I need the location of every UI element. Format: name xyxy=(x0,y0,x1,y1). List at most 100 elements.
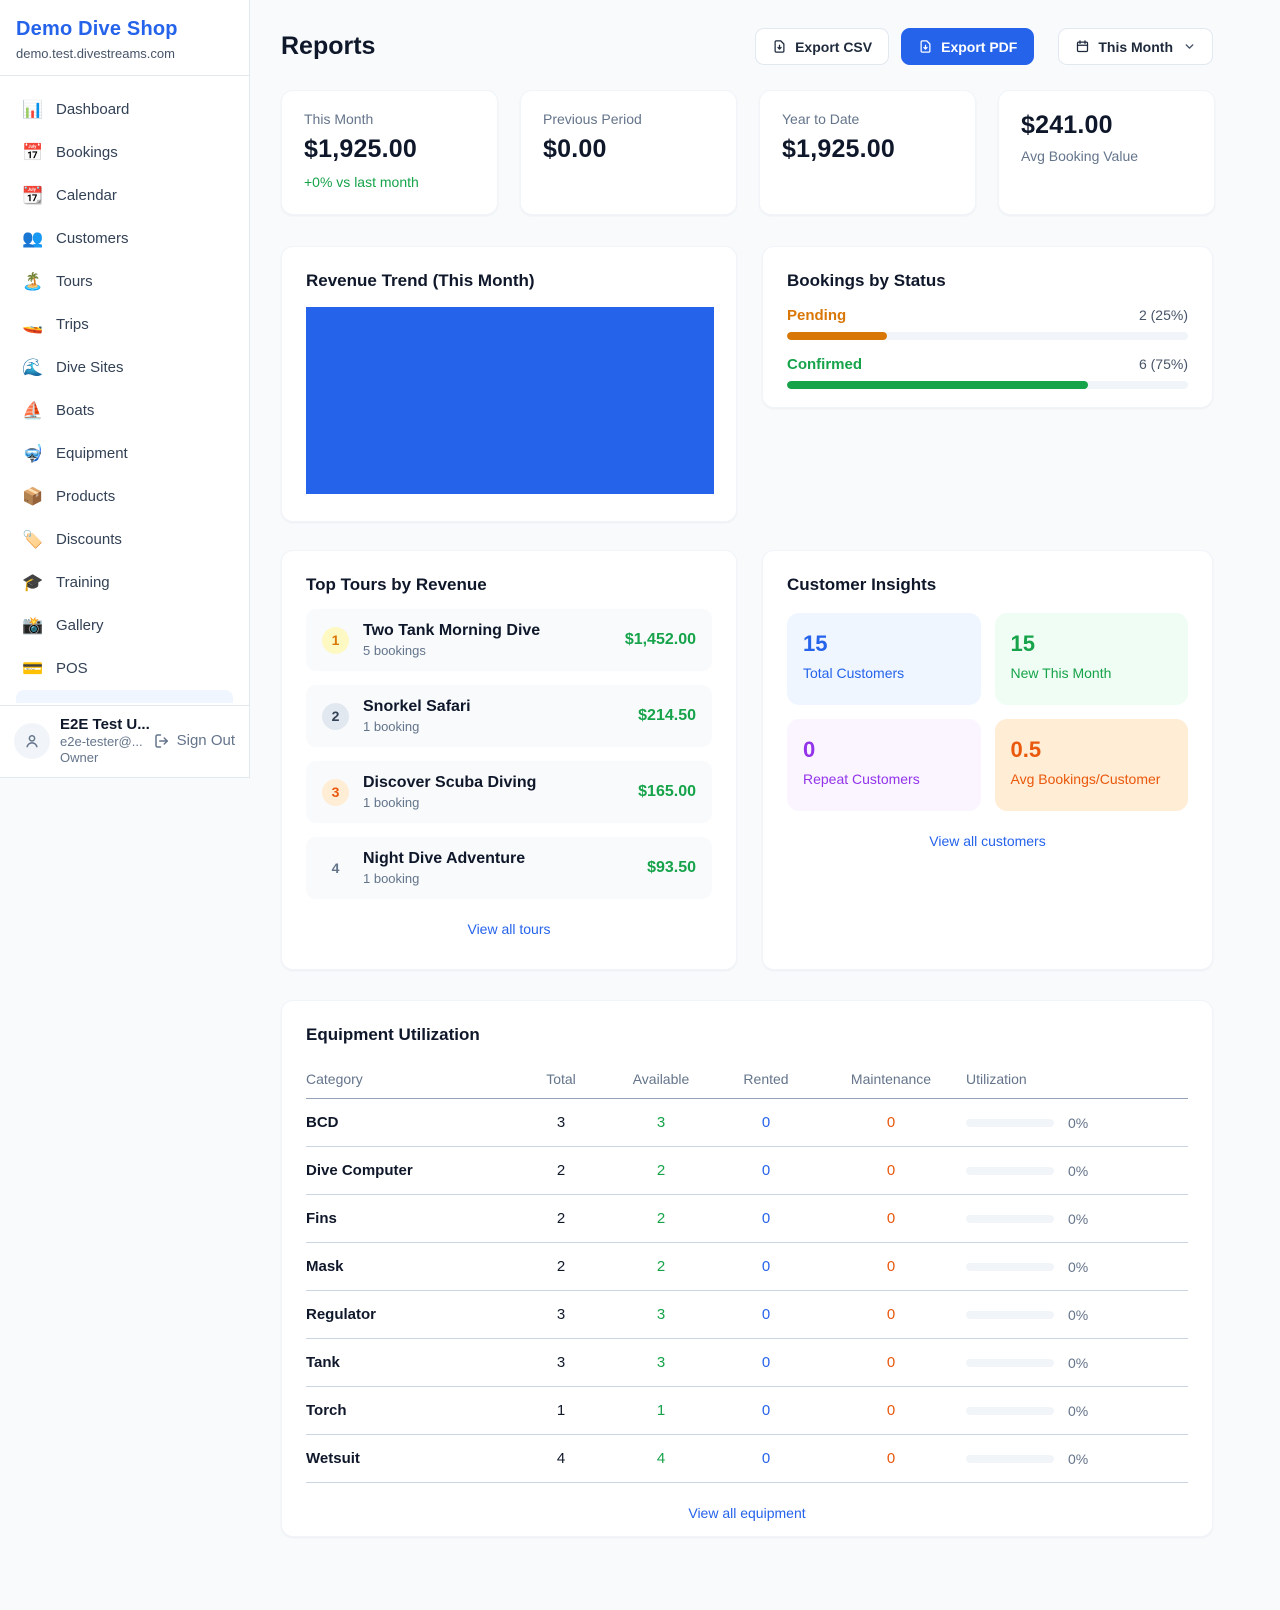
sidebar-item-dashboard[interactable]: 📊 Dashboard xyxy=(8,88,241,131)
tile-label: New This Month xyxy=(1010,665,1112,681)
sidebar-item-discounts[interactable]: 🏷️ Discounts xyxy=(8,518,241,561)
sidebar-item-boats[interactable]: ⛵ Boats xyxy=(8,389,241,432)
tile-avg-bookings-customer: 0.5 Avg Bookings/Customer xyxy=(994,719,1188,811)
insights-grid: 15 Total Customers 15 New This Month 0 R… xyxy=(787,613,1188,811)
tour-bookings: 1 booking xyxy=(363,871,420,886)
sign-out-button[interactable]: Sign Out xyxy=(153,732,235,750)
cell-total: 2 xyxy=(556,1258,566,1275)
status-row-confirmed: Confirmed 6 (75%) xyxy=(787,356,1188,389)
file-download-icon xyxy=(920,40,931,53)
top-tours-card: Top Tours by Revenue 1 Two Tank Morning … xyxy=(281,550,737,970)
cell-available: 2 xyxy=(656,1210,666,1227)
cell-utilization: 0% xyxy=(966,1451,1188,1467)
cell-rented: 0 xyxy=(761,1354,771,1371)
tile-label: Total Customers xyxy=(803,665,905,681)
sidebar-item-reports-highlight[interactable] xyxy=(16,690,233,703)
sidebar-item-dive-sites[interactable]: 🌊 Dive Sites xyxy=(8,346,241,389)
sidebar: Demo Dive Shop demo.test.divestreams.com… xyxy=(0,0,250,778)
sidebar-item-label: Training xyxy=(56,574,110,591)
export-pdf-button[interactable]: Export PDF xyxy=(901,28,1035,65)
export-csv-label: Export CSV xyxy=(795,38,873,55)
col-header-maintenance: Maintenance xyxy=(850,1070,932,1087)
utilization-pct: 0% xyxy=(1068,1210,1089,1227)
tour-row: 2 Snorkel Safari 1 booking $214.50 xyxy=(306,685,712,747)
sailboat-icon: ⛵ xyxy=(22,401,44,420)
tour-row: 4 Night Dive Adventure 1 booking $93.50 xyxy=(306,837,712,899)
utilization-pct: 0% xyxy=(1068,1354,1089,1371)
sidebar-item-calendar[interactable]: 📆 Calendar xyxy=(8,174,241,217)
table-row: Wetsuit 4 4 0 0 0% xyxy=(306,1435,1188,1483)
utilization-bar xyxy=(966,1262,1054,1271)
period-dropdown[interactable]: This Month xyxy=(1058,28,1213,65)
tile-label: Repeat Customers xyxy=(803,771,920,787)
sidebar-item-pos[interactable]: 💳 POS xyxy=(8,647,241,690)
logout-icon xyxy=(154,733,168,748)
status-bar-track xyxy=(787,332,1188,340)
people-icon: 👥 xyxy=(22,229,44,248)
utilization-bar xyxy=(966,1166,1054,1175)
cell-maintenance: 0 xyxy=(886,1114,896,1131)
tag-icon: 🏷️ xyxy=(22,530,44,549)
sidebar-item-gallery[interactable]: 📸 Gallery xyxy=(8,604,241,647)
cell-total: 3 xyxy=(556,1354,566,1371)
cell-category: Fins xyxy=(306,1210,337,1227)
sidebar-item-training[interactable]: 🎓 Training xyxy=(8,561,241,604)
sidebar-item-trips[interactable]: 🚤 Trips xyxy=(8,303,241,346)
view-all-equipment-link[interactable]: View all equipment xyxy=(688,1505,806,1521)
view-all-customers-link[interactable]: View all customers xyxy=(929,833,1046,849)
camera-icon: 📸 xyxy=(22,616,44,635)
sidebar-item-bookings[interactable]: 📅 Bookings xyxy=(8,131,241,174)
table-row: Mask 2 2 0 0 0% xyxy=(306,1243,1188,1291)
cell-category: Mask xyxy=(306,1258,344,1275)
rank-badge: 2 xyxy=(322,702,349,730)
cell-available: 3 xyxy=(656,1306,666,1323)
sidebar-item-label: Trips xyxy=(56,316,89,333)
status-row-pending: Pending 2 (25%) xyxy=(787,307,1188,340)
graduation-cap-icon: 🎓 xyxy=(22,573,44,592)
period-label: This Month xyxy=(1098,38,1173,55)
package-icon: 📦 xyxy=(22,487,44,506)
stat-label: Year to Date xyxy=(782,111,860,127)
brand-domain: demo.test.divestreams.com xyxy=(16,46,175,61)
sidebar-item-label: Bookings xyxy=(56,144,118,161)
sidebar-item-customers[interactable]: 👥 Customers xyxy=(8,217,241,260)
revenue-trend-bar xyxy=(306,307,714,494)
stat-value: $241.00 xyxy=(1021,111,1113,139)
stat-card-previous-period: Previous Period $0.00 xyxy=(520,90,737,215)
cell-rented: 0 xyxy=(761,1306,771,1323)
view-all-tours-link[interactable]: View all tours xyxy=(467,921,551,937)
cell-rented: 0 xyxy=(761,1114,771,1131)
cell-category: Torch xyxy=(306,1402,347,1419)
stat-card-year-to-date: Year to Date $1,925.00 xyxy=(759,90,976,215)
cell-maintenance: 0 xyxy=(886,1258,896,1275)
sidebar-nav: 📊 Dashboard 📅 Bookings 📆 Calendar 👥 Cust… xyxy=(0,76,249,703)
brand-name: Demo Dive Shop xyxy=(16,18,178,40)
tour-name: Night Dive Adventure xyxy=(363,850,526,867)
utilization-pct: 0% xyxy=(1068,1258,1089,1275)
cell-rented: 0 xyxy=(761,1162,771,1179)
cell-total: 4 xyxy=(556,1450,566,1467)
sidebar-item-tours[interactable]: 🏝️ Tours xyxy=(8,260,241,303)
tour-row: 3 Discover Scuba Diving 1 booking $165.0… xyxy=(306,761,712,823)
tile-value: 15 xyxy=(803,631,828,656)
cell-available: 2 xyxy=(656,1162,666,1179)
user-email: e2e-tester@... xyxy=(60,734,143,749)
speedboat-icon: 🚤 xyxy=(22,315,44,334)
sidebar-item-equipment[interactable]: 🤿 Equipment xyxy=(8,432,241,475)
tile-new-this-month: 15 New This Month xyxy=(994,613,1188,705)
table-row: Torch 1 1 0 0 0% xyxy=(306,1387,1188,1435)
tour-revenue: $93.50 xyxy=(647,859,696,876)
table-row: Fins 2 2 0 0 0% xyxy=(306,1195,1188,1243)
tour-revenue: $165.00 xyxy=(638,783,696,800)
cell-available: 3 xyxy=(656,1354,666,1371)
person-icon xyxy=(26,734,38,747)
sign-out-label: Sign Out xyxy=(176,732,235,749)
utilization-bar xyxy=(966,1406,1054,1415)
col-header-available: Available xyxy=(632,1070,690,1087)
export-csv-button[interactable]: Export CSV xyxy=(755,28,890,65)
island-icon: 🏝️ xyxy=(22,272,44,291)
cell-category: Dive Computer xyxy=(306,1162,413,1179)
tour-name: Two Tank Morning Dive xyxy=(363,622,541,639)
sidebar-item-products[interactable]: 📦 Products xyxy=(8,475,241,518)
cell-utilization: 0% xyxy=(966,1115,1188,1131)
